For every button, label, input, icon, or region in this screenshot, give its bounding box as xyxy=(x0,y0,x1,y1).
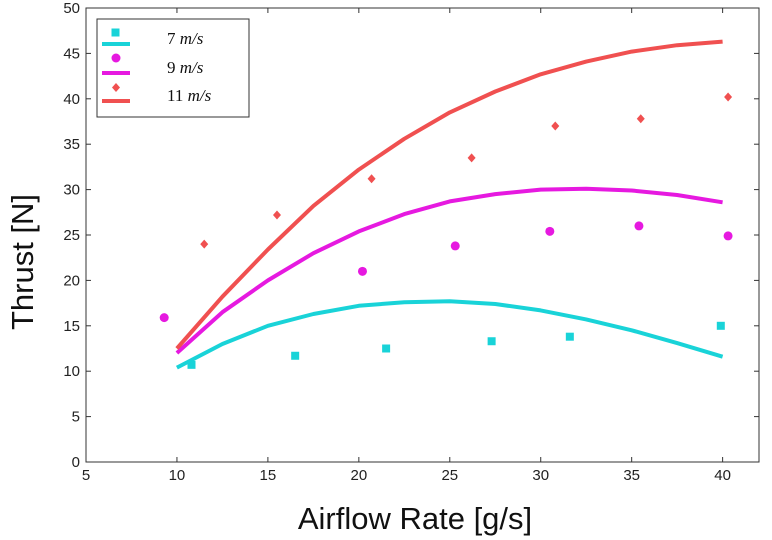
y-tick-label: 20 xyxy=(63,272,80,289)
y-tick-label: 15 xyxy=(63,318,80,335)
legend-entry-7-ms: 7 m/s xyxy=(102,28,204,48)
y-tick-label: 10 xyxy=(63,363,80,380)
legend-unit-11: m/s xyxy=(188,86,212,105)
legend-entry-11-ms: 11 m/s xyxy=(102,83,212,105)
y-tick-label: 35 xyxy=(63,136,80,153)
y-tick-label: 5 xyxy=(72,409,80,426)
data-point-7-m-s xyxy=(291,351,300,360)
data-point-11-m-s xyxy=(551,121,560,131)
fit-line-9-m-s xyxy=(175,186,723,355)
x-tick-label: 15 xyxy=(260,467,277,484)
y-tick-label: 40 xyxy=(63,91,80,108)
data-point-7-m-s xyxy=(716,321,725,330)
legend-speed-7: 7 xyxy=(167,29,176,48)
legend-label-11-ms: 11 m/s xyxy=(167,86,212,105)
legend-entry-9-ms: 9 m/s xyxy=(102,53,204,77)
y-axis-label: Thrust [N] xyxy=(5,194,40,330)
y-tick-label: 0 xyxy=(72,454,80,471)
series-7-m-s xyxy=(175,299,725,370)
legend-unit-9: m/s xyxy=(180,58,204,77)
data-point-7-m-s xyxy=(565,332,574,341)
series-11-m-s xyxy=(175,39,733,350)
data-point-11-m-s xyxy=(367,174,376,184)
data-point-9-m-s xyxy=(634,221,644,231)
data-point-7-m-s xyxy=(382,344,391,353)
y-tick-label: 50 xyxy=(63,0,80,17)
data-point-11-m-s xyxy=(636,114,645,124)
y-tick-label: 25 xyxy=(63,227,80,244)
data-point-7-m-s xyxy=(187,360,196,369)
legend-speed-11: 11 xyxy=(167,86,183,105)
data-point-7-m-s xyxy=(487,337,496,346)
series-9-m-s xyxy=(159,186,733,355)
legend-unit-7: m/s xyxy=(180,29,204,48)
series-layer xyxy=(159,39,733,370)
legend-marker-circle xyxy=(111,53,121,63)
data-point-11-m-s xyxy=(272,210,281,220)
data-point-9-m-s xyxy=(450,241,460,251)
legend-marker-square xyxy=(111,28,120,37)
data-point-11-m-s xyxy=(467,153,476,163)
y-tick-label: 30 xyxy=(63,182,80,199)
legend-label-9-ms: 9 m/s xyxy=(167,58,204,77)
x-tick-label: 25 xyxy=(441,467,458,484)
data-point-11-m-s xyxy=(724,92,733,102)
data-point-9-m-s xyxy=(723,231,733,241)
x-tick-label: 40 xyxy=(714,467,731,484)
x-tick-label: 35 xyxy=(623,467,640,484)
x-tick-label: 10 xyxy=(169,467,186,484)
legend-speed-9: 9 xyxy=(167,58,176,77)
x-tick-label: 20 xyxy=(350,467,367,484)
fit-line-11-m-s xyxy=(175,39,723,350)
fit-line-7-m-s xyxy=(175,299,724,370)
data-point-9-m-s xyxy=(545,226,555,236)
data-point-11-m-s xyxy=(200,239,209,249)
legend: 7 m/s 9 m/s 11 m/s xyxy=(96,18,250,118)
data-point-9-m-s xyxy=(159,313,169,323)
x-axis-label: Airflow Rate [g/s] xyxy=(298,501,532,536)
legend-marker-diamond xyxy=(112,83,120,92)
data-point-9-m-s xyxy=(357,266,367,276)
legend-label-7-ms: 7 m/s xyxy=(167,29,204,48)
x-tick-label: 5 xyxy=(82,467,90,484)
y-tick-label: 45 xyxy=(63,45,80,62)
x-tick-label: 30 xyxy=(532,467,549,484)
